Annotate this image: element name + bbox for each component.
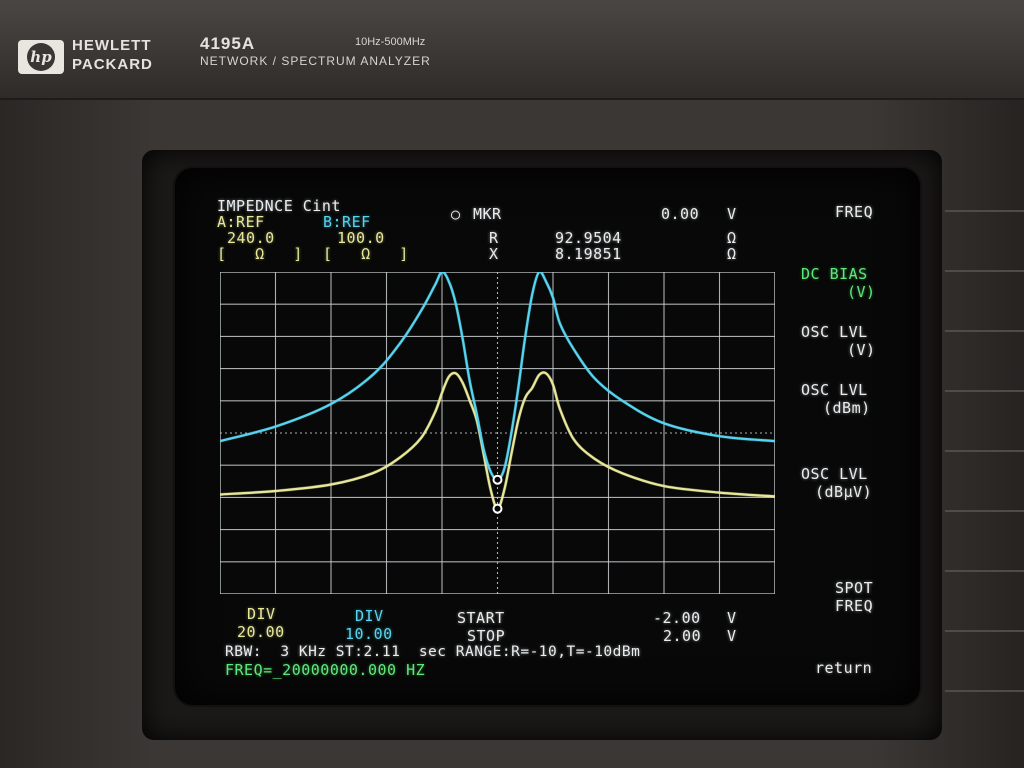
- softkey-freq[interactable]: FREQ: [835, 203, 874, 221]
- softkey-dc-bias-unit[interactable]: (V): [847, 283, 876, 301]
- start-unit: V: [727, 609, 737, 627]
- hp-logo: hp: [18, 40, 64, 74]
- b-div-value: 10.00: [345, 625, 393, 643]
- model-number: 4195A: [200, 34, 256, 53]
- b-ref-label: B:REF: [323, 213, 371, 231]
- impedance-plot: [220, 272, 775, 594]
- instrument-subtitle: NETWORK / SPECTRUM ANALYZER: [200, 54, 431, 68]
- start-value: -2.00: [653, 609, 701, 627]
- b-unit: [ Ω ]: [323, 245, 409, 263]
- plot-svg: [220, 272, 775, 594]
- brand-line-1: HEWLETT: [72, 37, 152, 54]
- b-ref-value: 100.0: [337, 229, 385, 247]
- marker-point-b: [492, 474, 503, 485]
- marker-value: 0.00: [661, 205, 700, 223]
- softkey-osc-lvl-v[interactable]: OSC LVL: [801, 323, 868, 341]
- marker-label: MKR: [473, 205, 502, 223]
- stop-label: STOP: [467, 627, 506, 645]
- marker-unit: V: [727, 205, 737, 223]
- crt-screen: IMPEDNCE Cint A:REF B:REF 240.0 100.0 [ …: [175, 168, 920, 705]
- brand-line-2: PACKARD: [72, 56, 153, 73]
- a-div-value: 20.00: [237, 623, 285, 641]
- softkey-osc-lvl-dbuv-unit[interactable]: (dBµV): [815, 483, 873, 501]
- brand-name: HEWLETT PACKARD: [72, 36, 153, 74]
- r-label: R: [489, 229, 499, 247]
- measurement-mode: IMPEDNCE Cint: [217, 197, 341, 215]
- a-div-label: DIV: [247, 605, 276, 623]
- r-unit: Ω: [727, 229, 737, 247]
- hp-logo-mark: hp: [27, 43, 55, 71]
- frequency-range: 10Hz-500MHz: [355, 36, 426, 48]
- softkey-return[interactable]: return: [815, 659, 873, 677]
- a-unit: [ Ω ]: [217, 245, 303, 263]
- softkey-spot-freq-2[interactable]: FREQ: [835, 597, 874, 615]
- softkey-osc-lvl-v-unit[interactable]: (V): [847, 341, 876, 359]
- x-unit: Ω: [727, 245, 737, 263]
- marker-point-a: [492, 503, 503, 514]
- softkey-osc-lvl-dbm-unit[interactable]: (dBm): [823, 399, 871, 417]
- a-ref-value: 240.0: [227, 229, 275, 247]
- bezel-ribs: [945, 150, 1024, 750]
- softkey-osc-lvl-dbm[interactable]: OSC LVL: [801, 381, 868, 399]
- entry-line[interactable]: FREQ=_20000000.000 HZ: [225, 661, 426, 679]
- stop-value: 2.00: [663, 627, 702, 645]
- softkey-dc-bias[interactable]: DC BIAS: [801, 265, 868, 283]
- r-value: 92.9504: [555, 229, 622, 247]
- stop-unit: V: [727, 627, 737, 645]
- x-value: 8.19851: [555, 245, 622, 263]
- softkey-osc-lvl-dbuv[interactable]: OSC LVL: [801, 465, 868, 483]
- marker-icon: ○: [451, 205, 461, 223]
- softkey-spot-freq[interactable]: SPOT: [835, 579, 874, 597]
- x-label: X: [489, 245, 499, 263]
- a-ref-label: A:REF: [217, 213, 265, 231]
- b-div-label: DIV: [355, 607, 384, 625]
- status-line: RBW: 3 KHz ST:2.11 sec RANGE:R=-10,T=-10…: [225, 644, 641, 660]
- start-label: START: [457, 609, 505, 627]
- instrument-top-panel: hp HEWLETT PACKARD 4195A 10Hz-500MHz NET…: [0, 0, 1024, 101]
